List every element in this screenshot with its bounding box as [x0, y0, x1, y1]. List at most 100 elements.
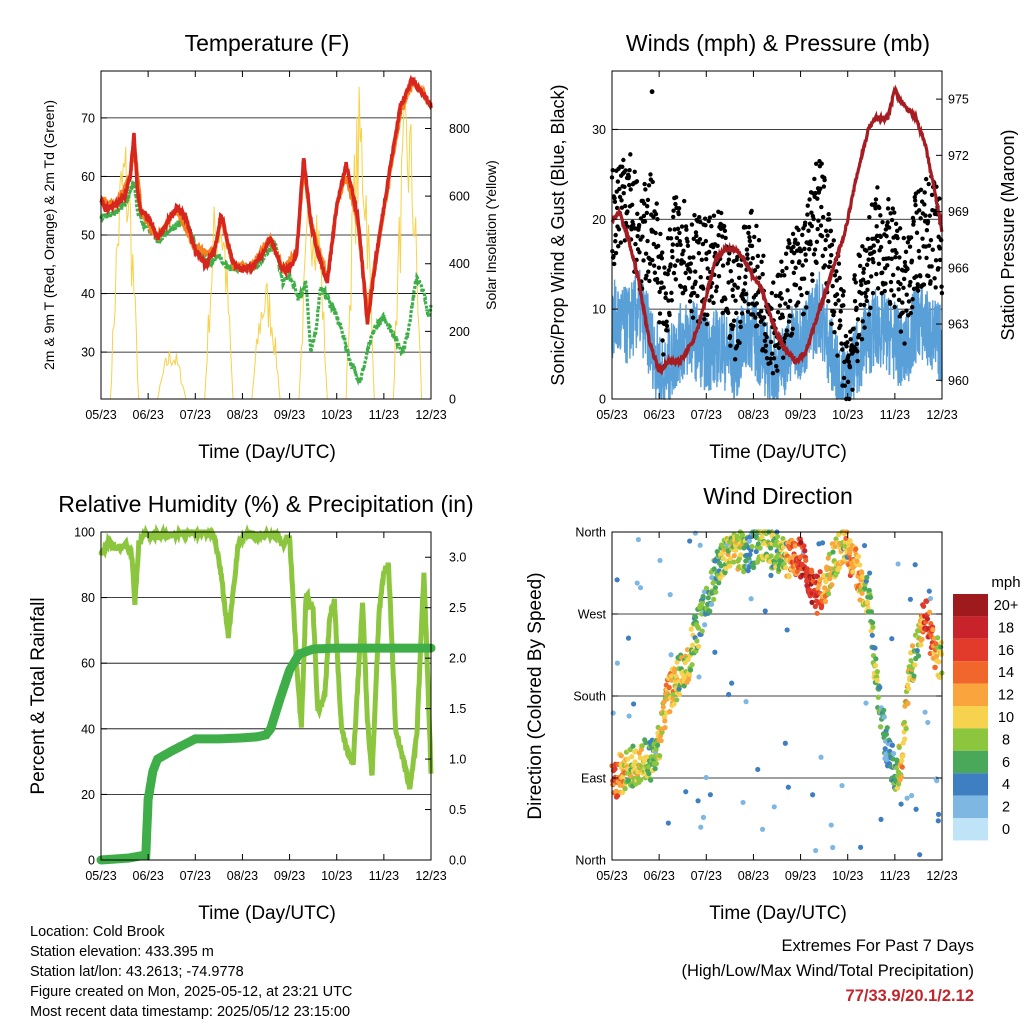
gust-point: [713, 288, 719, 294]
winds-ytick-label-right: 972: [948, 149, 969, 163]
gust-point: [733, 298, 738, 303]
direction-point: [905, 700, 911, 706]
gust-point: [711, 213, 717, 218]
gust-point: [924, 255, 929, 261]
gust-point: [691, 236, 696, 241]
humidity-ytick-label: 0: [88, 854, 95, 868]
legend-swatch: [953, 773, 988, 796]
direction-point: [708, 601, 715, 607]
gust-point: [683, 224, 689, 229]
winds-ytick-label-right: 960: [948, 374, 969, 388]
gust-point: [809, 272, 815, 277]
speed-legend: 20+ 18 16 14 12 10 8 6 4 2 0: [953, 594, 1018, 841]
direction-point: [862, 585, 868, 591]
temperature-ytick-label-right: 200: [449, 325, 470, 339]
gust-point: [757, 275, 762, 280]
gust-point: [911, 219, 916, 224]
gust-point: [621, 191, 626, 196]
gust-point: [892, 210, 897, 215]
gust-point: [937, 246, 942, 251]
direction-plot-area: [609, 529, 945, 858]
gust-point: [859, 337, 865, 342]
wind-speed-line: [611, 269, 943, 400]
gust-point: [870, 290, 876, 296]
gust-point: [701, 286, 706, 291]
temperature-xlabel: Time (Day/UTC): [198, 442, 336, 463]
gust-point: [697, 215, 702, 220]
direction-point: [784, 627, 790, 633]
gust-point: [799, 292, 804, 298]
gust-point: [620, 164, 625, 170]
gust-point: [647, 261, 653, 266]
direction-xtick-label: 07/23: [691, 869, 722, 883]
direction-point: [884, 725, 890, 731]
gust-point: [720, 234, 725, 239]
gust-point: [912, 194, 917, 200]
humidity-line: [98, 523, 434, 790]
gust-point: [613, 239, 618, 244]
direction-point: [743, 699, 749, 705]
gust-point: [874, 224, 879, 229]
direction-point: [858, 844, 864, 850]
gust-point: [846, 359, 852, 365]
direction-point: [908, 792, 915, 799]
temperature-title: Temperature (F): [185, 30, 350, 56]
gust-point: [791, 251, 797, 256]
gust-point: [865, 287, 870, 292]
recent-text: Most recent data timestamp: 2025/05/12 2…: [30, 1004, 351, 1020]
humidity-xlabel: Time (Day/UTC): [198, 903, 336, 924]
gust-point: [805, 203, 810, 208]
direction-xtick-label: 08/23: [738, 869, 769, 883]
direction-point: [740, 799, 746, 806]
gust-point: [674, 235, 680, 241]
gust-point: [672, 263, 678, 268]
gust-point: [827, 217, 832, 222]
gust-point: [864, 262, 870, 267]
direction-point: [896, 744, 902, 751]
gust-point: [901, 235, 907, 241]
gust-point: [864, 248, 869, 253]
gust-point: [793, 237, 798, 242]
direction-point: [709, 575, 715, 581]
gust-point: [652, 270, 658, 275]
gust-point: [694, 233, 699, 239]
gust-point: [784, 328, 790, 333]
direction-point: [915, 653, 922, 659]
temperature-xtick-label: 06/23: [133, 408, 164, 422]
winds-plot-area: [609, 84, 945, 402]
gust-point: [853, 280, 858, 285]
direction-point: [894, 785, 901, 791]
direction-ylabel: Direction (Colored By Speed): [525, 572, 546, 819]
direction-point: [658, 738, 664, 744]
gust-point: [937, 257, 943, 263]
legend-label: 2: [1002, 800, 1010, 816]
direction-point: [755, 766, 761, 773]
winds-ytick-label-right: 963: [948, 318, 969, 332]
gust-point: [682, 198, 687, 204]
gust-point: [898, 281, 903, 287]
direction-point: [614, 577, 620, 583]
gust-point: [891, 293, 897, 298]
direction-point: [926, 588, 932, 594]
winds-ytick-label-right: 966: [948, 261, 969, 275]
gust-point: [660, 250, 665, 255]
gust-point: [746, 301, 751, 307]
winds-frame: [611, 70, 943, 400]
gust-point: [786, 304, 791, 310]
temperature-ytick-label: 40: [81, 287, 95, 301]
gust-point: [723, 235, 728, 241]
direction-point: [707, 792, 713, 798]
direction-point: [716, 580, 722, 586]
direction-point: [850, 569, 856, 575]
gust-point: [798, 248, 804, 254]
direction-point: [878, 816, 884, 823]
gust-point: [754, 323, 760, 328]
gust-point: [820, 253, 825, 259]
gust-point: [814, 260, 819, 266]
gust-point: [611, 261, 617, 267]
direction-point: [727, 555, 734, 562]
gust-point: [896, 287, 901, 292]
humidity-frame: [100, 531, 432, 861]
gust-point: [727, 251, 732, 256]
humidity-ytick-label: 80: [81, 591, 95, 605]
